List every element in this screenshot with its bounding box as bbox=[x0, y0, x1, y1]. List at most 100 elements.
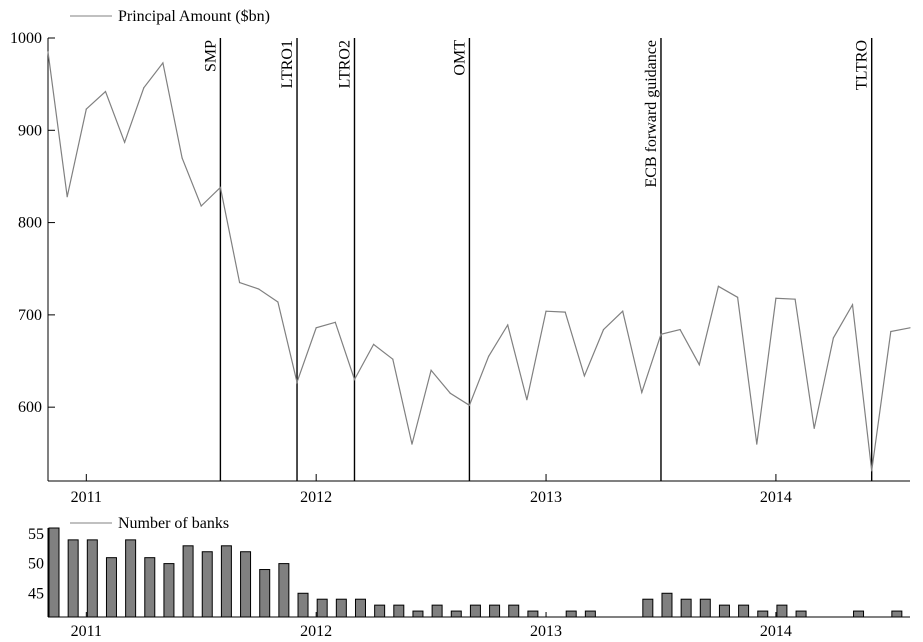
bar bbox=[584, 610, 596, 618]
data-point bbox=[392, 358, 394, 360]
bar bbox=[527, 610, 539, 618]
data-point bbox=[641, 391, 643, 393]
bar bbox=[86, 539, 98, 618]
data-point bbox=[143, 87, 145, 89]
data-point bbox=[162, 62, 164, 64]
bar bbox=[393, 604, 405, 618]
bar bbox=[220, 545, 232, 618]
bar bbox=[776, 604, 788, 618]
bar bbox=[335, 598, 347, 618]
y-tick-label: 800 bbox=[18, 215, 42, 232]
event-label: LTRO1 bbox=[279, 40, 296, 88]
principal-amount-legend: Principal Amount ($bn) bbox=[70, 8, 270, 25]
bar bbox=[718, 604, 730, 618]
bar bbox=[240, 551, 252, 618]
bar bbox=[699, 598, 711, 618]
data-point bbox=[622, 310, 624, 312]
data-point bbox=[85, 108, 87, 110]
y-tick-label: 45 bbox=[28, 585, 44, 602]
bar bbox=[316, 598, 328, 618]
data-point bbox=[890, 330, 892, 333]
data-point bbox=[219, 186, 221, 189]
data-point bbox=[47, 51, 49, 53]
y-tick-label: 900 bbox=[18, 122, 42, 139]
x-tick-label: 2011 bbox=[71, 489, 102, 506]
x-tick-label: 2014 bbox=[760, 489, 792, 506]
principal-amount-series bbox=[47, 51, 911, 472]
bar bbox=[757, 610, 769, 618]
bar bbox=[374, 604, 386, 618]
bar bbox=[105, 557, 117, 618]
bar bbox=[891, 610, 903, 618]
event-markers: SMP LTRO1 LTRO2 OMT ECB forward guidance TLTR… bbox=[202, 38, 873, 481]
data-point bbox=[487, 355, 490, 358]
principal-amount-panel: 600 700 800 900 1000 2011 2012 2013 2014 SMP LTRO… bbox=[10, 8, 911, 506]
bar bbox=[278, 563, 290, 618]
data-point bbox=[660, 333, 662, 335]
data-point bbox=[507, 324, 509, 326]
bar bbox=[67, 539, 79, 618]
bar bbox=[489, 604, 501, 618]
event-label: SMP bbox=[202, 40, 219, 72]
data-point bbox=[756, 443, 758, 445]
x-tick-label: 2011 bbox=[71, 623, 102, 640]
data-point bbox=[373, 343, 375, 346]
principal-amount-axes: 600 700 800 900 1000 2011 2012 2013 2014 bbox=[10, 30, 910, 506]
data-point bbox=[564, 311, 566, 313]
principal-amount-line bbox=[47, 51, 911, 471]
bar bbox=[259, 569, 271, 618]
bar bbox=[144, 557, 156, 618]
data-point bbox=[526, 399, 528, 401]
data-point bbox=[602, 329, 605, 331]
event-label: OMT bbox=[451, 40, 468, 76]
data-point bbox=[698, 364, 700, 366]
data-point bbox=[200, 205, 202, 207]
y-tick-label: 55 bbox=[28, 526, 44, 543]
bar bbox=[163, 563, 175, 618]
bar bbox=[201, 551, 213, 618]
y-tick-label: 1000 bbox=[10, 30, 42, 47]
data-point bbox=[353, 378, 356, 381]
x-tick-label: 2014 bbox=[760, 623, 792, 640]
data-point bbox=[181, 157, 183, 159]
data-point bbox=[430, 369, 432, 371]
event-label: TLTRO bbox=[854, 40, 871, 90]
event-label: LTRO2 bbox=[336, 40, 353, 88]
y-tick-label: 50 bbox=[28, 556, 44, 573]
bar bbox=[48, 527, 60, 618]
bar bbox=[125, 539, 137, 618]
bar bbox=[297, 592, 309, 618]
bar bbox=[354, 598, 366, 618]
data-point bbox=[775, 297, 777, 299]
x-tick-label: 2012 bbox=[300, 489, 332, 506]
data-point bbox=[737, 296, 739, 298]
legend-label: Principal Amount ($bn) bbox=[118, 8, 270, 25]
bar bbox=[661, 592, 673, 618]
bar bbox=[182, 545, 194, 618]
data-point bbox=[871, 470, 873, 472]
bar bbox=[795, 610, 807, 618]
bar bbox=[642, 598, 654, 618]
data-point bbox=[411, 443, 413, 445]
data-point bbox=[104, 90, 107, 93]
bar bbox=[469, 604, 481, 618]
bar bbox=[680, 598, 692, 618]
data-point bbox=[449, 392, 451, 394]
y-tick-label: 700 bbox=[18, 307, 42, 324]
data-point bbox=[832, 337, 834, 339]
event-label: ECB forward guidance bbox=[643, 40, 660, 188]
data-point bbox=[238, 281, 241, 284]
data-point bbox=[296, 381, 298, 383]
data-point bbox=[545, 310, 547, 312]
bar bbox=[412, 610, 424, 618]
bar bbox=[565, 610, 577, 618]
data-point bbox=[468, 404, 471, 406]
bar bbox=[450, 610, 462, 618]
bar bbox=[738, 604, 750, 618]
data-point bbox=[813, 427, 815, 429]
data-point bbox=[258, 288, 260, 290]
bar bbox=[853, 610, 865, 618]
data-point bbox=[717, 285, 720, 287]
data-point bbox=[66, 196, 68, 198]
